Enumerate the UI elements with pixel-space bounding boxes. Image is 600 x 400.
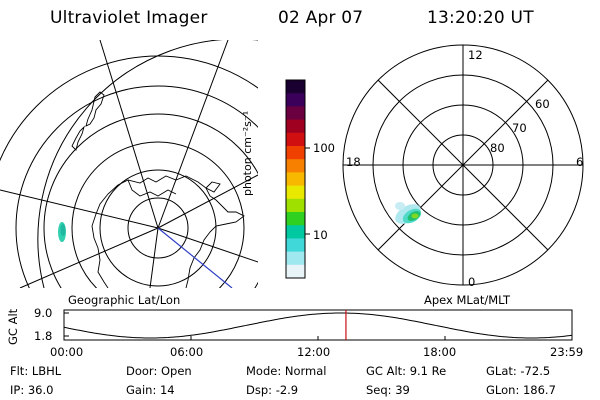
meridian-line [157, 174, 258, 229]
colorbar-segment [286, 172, 305, 187]
timeline-ytick-9: 9.0 [34, 306, 53, 320]
timeline-ylabel: GC Alt [6, 308, 20, 345]
meridian-line [99, 40, 159, 229]
mlat-label-60: 60 [535, 97, 550, 111]
mlt-label-12: 12 [468, 48, 483, 62]
time-label: 13:20:20 UT [427, 8, 534, 28]
altitude-timeline [63, 309, 573, 341]
satellite-track [157, 227, 233, 288]
right-panel-caption: Apex MLat/MLT [424, 293, 511, 307]
info-ip: IP: 36.0 [10, 383, 54, 397]
lat-circle [0, 55, 258, 162]
colorbar-unit-label: photon cm⁻²s⁻¹ [241, 110, 254, 196]
info-gc-alt: GC Alt: 9.1 Re [366, 364, 447, 378]
info-flt: Flt: LBHL [10, 364, 62, 378]
colorbar-segment [286, 212, 305, 226]
colorbar-segment [286, 80, 305, 94]
meridian-line [0, 189, 159, 229]
lat-circle [15, 85, 258, 288]
colorbar-segment [286, 159, 305, 173]
meridian-line [157, 40, 229, 229]
colorbar-segment [286, 225, 305, 239]
left-panel-caption: Geographic Lat/Lon [68, 293, 181, 307]
colorbar-segment [286, 185, 305, 200]
date-label: 02 Apr 07 [278, 8, 364, 28]
mlat-label-70: 70 [512, 121, 527, 135]
mlat-mlt-dial [342, 44, 584, 286]
lat-circle [43, 113, 258, 288]
aurora-core-left [60, 224, 66, 236]
lat-circle [99, 169, 217, 287]
timeline-xtick-1800: 18:00 [423, 345, 457, 359]
mlt-label-0: 0 [468, 275, 476, 289]
colorbar-segment [286, 146, 305, 160]
meridian-line [157, 227, 258, 263]
info-seq: Seq: 39 [366, 383, 410, 397]
mlt-label-18: 18 [346, 155, 361, 169]
info-dsp: Dsp: -2.9 [246, 383, 299, 397]
info-mode: Mode: Normal [246, 364, 327, 378]
ross-ice-edge [127, 179, 177, 197]
timeline-xtick-2359: 23:59 [550, 345, 584, 359]
lat-circle [127, 197, 189, 259]
colorbar-segment [286, 198, 305, 213]
timeline-xtick-1200: 12:00 [297, 345, 331, 359]
colorbar-segment [286, 93, 305, 107]
info-gain: Gain: 14 [126, 383, 175, 397]
colorbar-segment [286, 251, 305, 266]
colorbar-ticks [305, 147, 310, 235]
info-glon: GLon: 186.7 [486, 383, 556, 397]
info-door: Door: Open [126, 364, 192, 378]
colorbar-segment [286, 106, 305, 121]
colorbar-frame [285, 79, 306, 279]
meridian-line [19, 227, 159, 288]
timeline-ytick-1.8: 1.8 [34, 329, 53, 343]
info-glat: GLat: -72.5 [486, 364, 551, 378]
colorbar-segment [286, 132, 305, 147]
mlt-label-6: 6 [576, 155, 584, 169]
geographic-map [0, 40, 258, 288]
new-zealand-coastline [71, 125, 85, 151]
earth-limb [37, 40, 258, 288]
colorbar-tick-100: 100 [313, 141, 335, 155]
aurora-emission-right [395, 202, 422, 224]
timeline-xtick-0000: 00:00 [50, 345, 84, 359]
colorbar-segment [286, 264, 305, 279]
antarctica-coastline [91, 175, 245, 288]
altitude-curve [63, 312, 573, 339]
instrument-title: Ultraviolet Imager [50, 8, 208, 28]
timeline-xtick-0600: 06:00 [170, 345, 204, 359]
mlat-label-80: 80 [490, 141, 505, 155]
colorbar-segment [286, 119, 305, 134]
antarctic-peninsula [205, 181, 221, 193]
meridian-line [149, 227, 159, 288]
colorbar-segment [286, 238, 305, 253]
colorbar-tick-10: 10 [313, 228, 328, 242]
new-zealand-coastline [85, 91, 105, 127]
lat-circle [71, 141, 245, 288]
colorbar [285, 79, 306, 279]
